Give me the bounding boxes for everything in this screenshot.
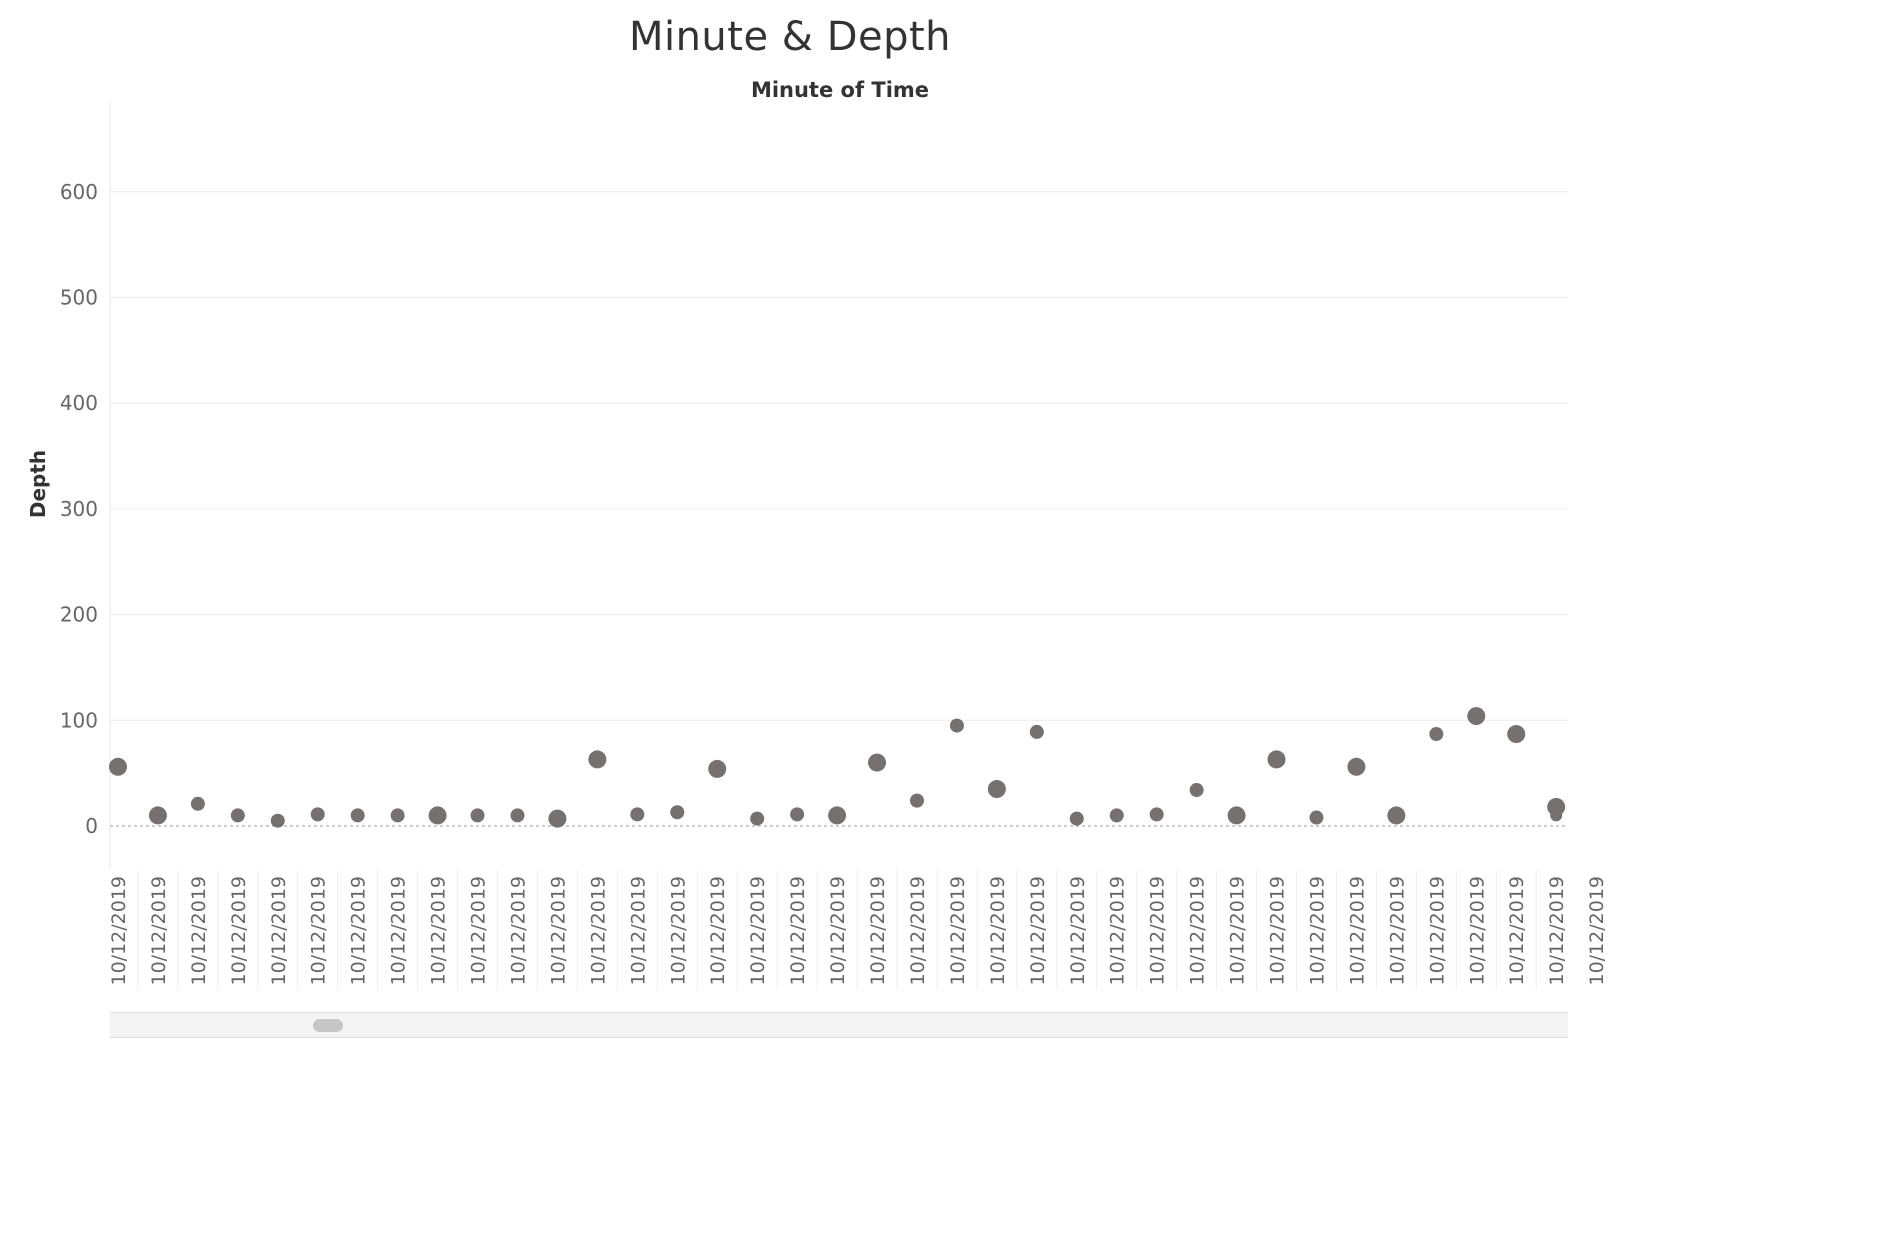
x-tick-label: 10/12/2019 [148, 876, 170, 986]
x-tick-label: 10/12/2019 [228, 876, 250, 986]
x-tick-label: 10/12/2019 [1147, 876, 1169, 986]
x-tick-label: 10/12/2019 [428, 876, 450, 986]
data-point[interactable] [790, 807, 805, 822]
data-point[interactable] [708, 759, 727, 778]
x-tick-label: 10/12/2019 [348, 876, 370, 986]
data-point[interactable] [1429, 727, 1444, 742]
x-tick-label: 10/12/2019 [1027, 876, 1049, 986]
data-points [108, 707, 1566, 828]
data-point[interactable] [588, 750, 607, 769]
data-point[interactable] [909, 793, 924, 808]
data-point[interactable] [1267, 750, 1286, 769]
x-tick-label: 10/12/2019 [1107, 876, 1129, 986]
y-tick-label: 600 [60, 180, 98, 204]
x-tick-label: 10/12/2019 [987, 876, 1009, 986]
data-point[interactable] [350, 808, 365, 823]
x-tick-label: 10/12/2019 [468, 876, 490, 986]
x-tick-label: 10/12/2019 [867, 876, 889, 986]
x-tick-label: 10/12/2019 [907, 876, 929, 986]
x-tick-label: 10/12/2019 [1386, 876, 1408, 986]
x-tick-label: 10/12/2019 [108, 876, 130, 986]
x-tick-label: 10/12/2019 [1227, 876, 1249, 986]
data-point[interactable] [1069, 811, 1084, 826]
data-point[interactable] [630, 807, 645, 822]
y-tick-label: 500 [60, 286, 98, 310]
x-tick-label: 10/12/2019 [1506, 876, 1528, 986]
y-tick-label: 300 [60, 497, 98, 521]
x-tick-label: 10/12/2019 [787, 876, 809, 986]
data-point[interactable] [1347, 757, 1366, 776]
data-point[interactable] [148, 806, 167, 825]
x-tick-label: 10/12/2019 [1306, 876, 1328, 986]
data-point[interactable] [310, 807, 325, 822]
data-point[interactable] [1227, 806, 1246, 825]
x-tick-label: 10/12/2019 [1187, 876, 1209, 986]
data-point[interactable] [987, 780, 1006, 799]
x-axis-ticks: 10/12/2019 10/12/2019 10/12/2019 10/12/2019… [108, 870, 1608, 990]
x-tick-label: 10/12/2019 [1067, 876, 1089, 986]
x-axis-header: Minute of Time [750, 78, 930, 102]
data-point[interactable] [750, 811, 765, 826]
data-point[interactable] [108, 757, 127, 776]
data-point[interactable] [510, 808, 525, 823]
x-tick-label: 10/12/2019 [1546, 876, 1568, 986]
x-tick-label: 10/12/2019 [1466, 876, 1488, 986]
scrollbar-thumb[interactable] [313, 1019, 343, 1032]
x-tick-label: 10/12/2019 [547, 876, 569, 986]
x-tick-label: 10/12/2019 [707, 876, 729, 986]
data-point[interactable] [1029, 724, 1044, 739]
data-point[interactable] [1149, 807, 1164, 822]
data-point[interactable] [828, 806, 847, 825]
x-tick-label: 10/12/2019 [188, 876, 210, 986]
data-point[interactable] [949, 718, 964, 733]
data-point[interactable] [230, 808, 245, 823]
x-tick-label: 10/12/2019 [827, 876, 849, 986]
data-point[interactable] [868, 753, 887, 772]
gridlines [109, 102, 1568, 868]
data-point[interactable] [1507, 725, 1526, 744]
data-point[interactable] [1309, 810, 1324, 825]
x-tick-label: 10/12/2019 [747, 876, 769, 986]
data-point[interactable] [390, 808, 405, 823]
x-tick-label: 10/12/2019 [308, 876, 330, 986]
data-point[interactable] [1467, 707, 1486, 726]
y-tick-label: 200 [60, 603, 98, 627]
data-point[interactable] [428, 806, 447, 825]
x-tick-label: 10/12/2019 [587, 876, 609, 986]
data-point[interactable] [1387, 806, 1406, 825]
data-point[interactable] [190, 796, 205, 811]
x-tick-label: 10/12/2019 [388, 876, 410, 986]
data-point[interactable] [1109, 808, 1124, 823]
x-tick-label: 10/12/2019 [1267, 876, 1289, 986]
x-tick-label: 10/12/2019 [507, 876, 529, 986]
x-tick-label: 10/12/2019 [1426, 876, 1448, 986]
y-axis-ticks: 0 100 200 300 400 500 600 [60, 180, 98, 838]
y-tick-label: 100 [60, 708, 98, 732]
x-tick-label: 10/12/2019 [627, 876, 649, 986]
horizontal-scrollbar[interactable] [110, 1012, 1568, 1038]
x-tick-label: 10/12/2019 [947, 876, 969, 986]
x-tick-label: 10/12/2019 [1586, 876, 1608, 986]
data-point[interactable] [1189, 783, 1204, 798]
y-tick-label: 400 [60, 391, 98, 415]
chart-title: Minute & Depth [628, 14, 952, 60]
data-point[interactable] [548, 809, 567, 828]
data-point[interactable] [1550, 809, 1563, 822]
data-point[interactable] [270, 813, 285, 828]
x-tick-label: 10/12/2019 [1346, 876, 1368, 986]
data-point[interactable] [470, 808, 485, 823]
y-tick-label: 0 [85, 814, 98, 838]
x-tick-label: 10/12/2019 [268, 876, 290, 986]
data-point[interactable] [670, 805, 685, 820]
x-tick-label: 10/12/2019 [667, 876, 689, 986]
